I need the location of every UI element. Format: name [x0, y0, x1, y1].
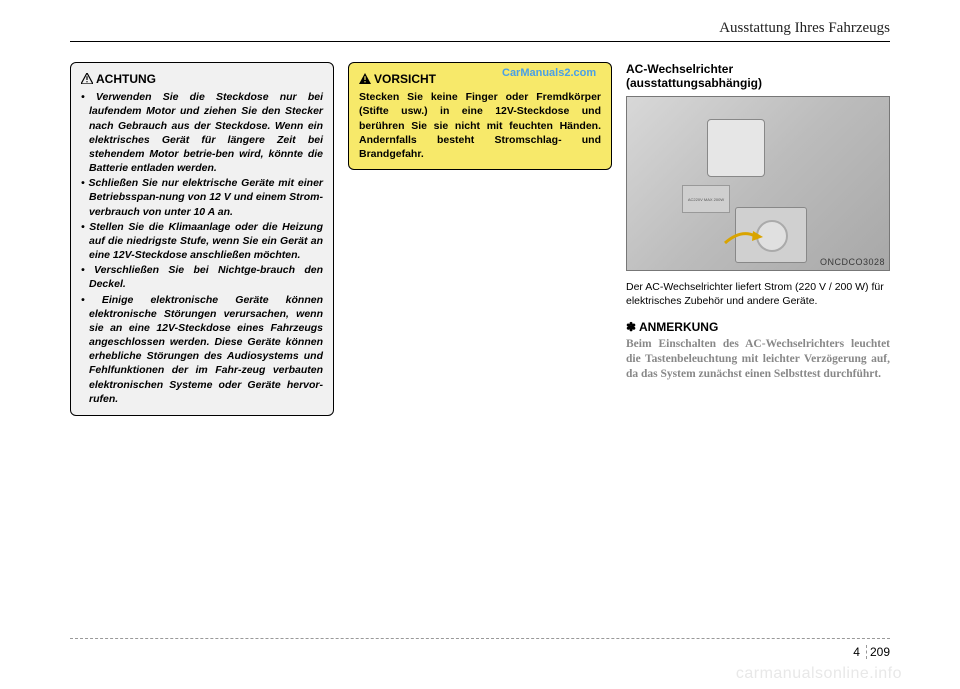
column-1: ACHTUNG Verwenden Sie die Steckdose nur …: [70, 62, 334, 416]
achtung-item: Schließen Sie nur elektrische Geräte mit…: [81, 176, 323, 219]
col3-title-line2: (ausstattungsabhängig): [626, 76, 762, 90]
inverter-figure: AC220V MAX 200W ONCDCO3028: [626, 96, 890, 271]
column-3: AC-Wechselrichter (ausstattungsabhängig)…: [626, 62, 890, 416]
socket-closed-illustration: [707, 119, 765, 177]
anmerkung-title: ✽ ANMERKUNG: [626, 320, 890, 334]
achtung-item: Einige elektronische Geräte können elekt…: [81, 293, 323, 406]
watermark-bottom: carmanualsonline.info: [736, 665, 902, 683]
achtung-title-text: ACHTUNG: [96, 72, 156, 86]
warning-triangle-icon: [81, 72, 93, 88]
page-number: 4209: [853, 645, 890, 659]
achtung-list: Verwenden Sie die Steckdose nur bei lauf…: [81, 90, 323, 406]
chapter-number: 4: [853, 645, 867, 659]
column-2: VORSICHT Stecken Sie keine Finger oder F…: [348, 62, 612, 416]
footer-divider: [70, 638, 890, 639]
anmerkung-body: Beim Einschalten des AC-Wechselrichters …: [626, 337, 890, 382]
open-arrow-icon: [723, 231, 763, 245]
achtung-box: ACHTUNG Verwenden Sie die Steckdose nur …: [70, 62, 334, 416]
page-number-value: 209: [870, 645, 890, 659]
watermark-top: CarManuals2.com: [502, 67, 596, 79]
achtung-title: ACHTUNG: [81, 71, 323, 88]
vorsicht-body: Stecken Sie keine Finger oder Fremdkörpe…: [359, 90, 601, 161]
warning-triangle-icon: [359, 72, 371, 88]
col3-title-line1: AC-Wechselrichter: [626, 62, 733, 76]
content-columns: ACHTUNG Verwenden Sie die Steckdose nur …: [70, 62, 890, 416]
achtung-item: Stellen Sie die Klimaanlage oder die Hei…: [81, 220, 323, 263]
achtung-item: Verwenden Sie die Steckdose nur bei lauf…: [81, 90, 323, 175]
col3-heading: AC-Wechselrichter (ausstattungsabhängig): [626, 62, 890, 90]
figure-caption: ONCDCO3028: [820, 257, 885, 267]
vorsicht-title-text: VORSICHT: [374, 72, 436, 86]
inverter-description: Der AC-Wechselrichter liefert Strom (220…: [626, 281, 890, 308]
achtung-item: Verschließen Sie bei Nichtge-brauch den …: [81, 263, 323, 291]
socket-label: AC220V MAX 200W: [682, 185, 730, 213]
section-header: Ausstattung Ihres Fahrzeugs: [70, 20, 890, 42]
